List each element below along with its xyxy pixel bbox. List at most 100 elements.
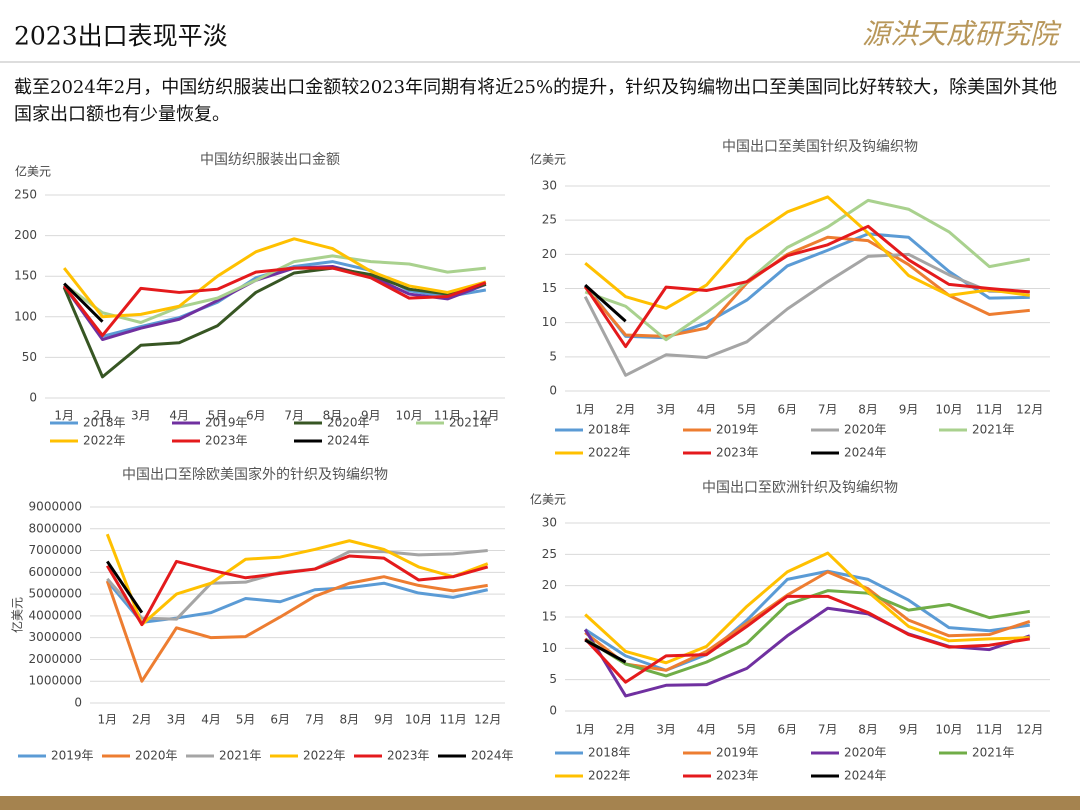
series-line	[584, 638, 627, 664]
y-axis-label: 亿美元	[530, 492, 566, 507]
y-tick-label: 150	[14, 269, 37, 283]
footer-bar	[0, 796, 1080, 810]
series-line	[583, 252, 1030, 377]
x-tick-label: 11月	[976, 403, 1003, 417]
chart-title: 中国出口至除欧美国家外的针织及钩编织物	[122, 466, 388, 483]
legend-label: 2019年	[716, 423, 759, 437]
legend-label: 2019年	[205, 416, 248, 430]
x-tick-label: 12月	[1016, 403, 1043, 417]
chart-title: 中国出口至欧洲针织及钩编织物	[702, 480, 898, 496]
x-tick-label: 11月	[976, 723, 1003, 737]
series-line	[584, 283, 627, 323]
x-tick-label: 10月	[935, 723, 962, 737]
legend-label: 2020年	[844, 423, 887, 437]
x-tick-label: 2月	[132, 713, 152, 727]
x-tick-label: 5月	[208, 409, 228, 423]
y-tick-label: 200	[14, 228, 37, 242]
legend-label: 2023年	[387, 749, 430, 763]
x-tick-label: 6月	[777, 723, 797, 737]
x-tick-label: 10月	[396, 409, 423, 423]
y-tick-label: 15	[542, 610, 557, 624]
series-line	[63, 282, 104, 323]
x-tick-label: 6月	[777, 403, 797, 417]
legend-label: 2021年	[972, 423, 1015, 437]
x-tick-label: 4月	[169, 409, 189, 423]
x-tick-label: 6月	[270, 713, 290, 727]
legend-label: 2021年	[972, 746, 1015, 760]
y-tick-label: 25	[542, 547, 557, 561]
x-tick-label: 7月	[305, 713, 325, 727]
legend-label: 2020年	[844, 746, 887, 760]
x-tick-label: 8月	[340, 713, 360, 727]
series-line	[584, 198, 1031, 342]
x-tick-label: 9月	[899, 403, 919, 417]
x-tick-label: 12月	[1016, 723, 1043, 737]
y-axis-label: 亿美元	[530, 152, 566, 167]
x-tick-label: 3月	[167, 713, 187, 727]
y-tick-label: 30	[542, 516, 557, 530]
x-tick-label: 2月	[616, 723, 636, 737]
legend-label: 2023年	[716, 769, 759, 783]
legend-label: 2023年	[205, 434, 248, 448]
series-line	[584, 195, 1030, 310]
series-line	[105, 533, 489, 627]
x-tick-label: 8月	[858, 403, 878, 417]
y-tick-label: 5	[549, 349, 557, 363]
y-tick-label: 30	[542, 179, 557, 193]
y-tick-label: 9000000	[29, 500, 82, 514]
series-line	[62, 266, 487, 379]
x-tick-label: 4月	[697, 403, 717, 417]
y-tick-label: 100	[14, 309, 37, 323]
y-tick-label: 2000000	[29, 652, 82, 666]
y-tick-label: 4000000	[29, 608, 82, 622]
x-tick-label: 2月	[616, 403, 636, 417]
x-tick-label: 3月	[656, 723, 676, 737]
chart-title: 中国出口至美国针织及钩编织物	[722, 139, 918, 155]
y-tick-label: 250	[14, 188, 37, 202]
x-tick-label: 1月	[97, 713, 117, 727]
legend-label: 2019年	[716, 746, 759, 760]
y-tick-label: 0	[549, 704, 557, 718]
series-line	[62, 266, 487, 337]
x-tick-label: 11月	[439, 713, 466, 727]
x-tick-label: 12月	[472, 409, 499, 423]
series-line	[584, 570, 1031, 672]
y-tick-label: 20	[542, 247, 557, 261]
description: 截至2024年2月，中国纺织服装出口金额较2023年同期有将近25%的提升，针织…	[14, 77, 1058, 125]
slide-title: 2023出口表现平淡	[14, 22, 228, 51]
y-tick-label: 0	[549, 384, 557, 398]
x-tick-label: 6月	[246, 409, 266, 423]
legend-label: 2020年	[135, 749, 178, 763]
legend-label: 2023年	[716, 446, 759, 460]
y-tick-label: 8000000	[29, 521, 82, 535]
legend-label: 2021年	[449, 416, 492, 430]
y-tick-label: 1000000	[29, 674, 82, 688]
logo: 源洪天成研究院	[862, 18, 1062, 51]
x-tick-label: 9月	[899, 723, 919, 737]
y-axis-label: 亿美元	[10, 597, 25, 633]
series-line	[583, 606, 1031, 698]
legend-label: 2019年	[51, 749, 94, 763]
x-tick-label: 1月	[54, 409, 74, 423]
x-tick-label: 1月	[575, 403, 595, 417]
y-tick-label: 15	[542, 281, 557, 295]
x-tick-label: 9月	[374, 713, 394, 727]
legend-label: 2018年	[588, 746, 631, 760]
x-tick-label: 3月	[131, 409, 151, 423]
x-tick-label: 8月	[323, 409, 343, 423]
legend-label: 2024年	[844, 769, 887, 783]
x-tick-label: 7月	[284, 409, 304, 423]
legend-label: 2018年	[83, 416, 126, 430]
x-tick-label: 1月	[575, 723, 595, 737]
x-tick-label: 9月	[361, 409, 381, 423]
description-box: 截至2024年2月，中国纺织服装出口金额较2023年同期有将近25%的提升，针织…	[14, 77, 1058, 125]
x-tick-label: 10月	[935, 403, 962, 417]
legend-label: 2022年	[83, 434, 126, 448]
y-tick-label: 3000000	[29, 630, 82, 644]
series-line	[62, 237, 487, 319]
x-tick-label: 4月	[697, 723, 717, 737]
chart-title: 中国纺织服装出口金额	[200, 152, 340, 168]
legend-label: 2022年	[588, 769, 631, 783]
y-tick-label: 7000000	[29, 543, 82, 557]
